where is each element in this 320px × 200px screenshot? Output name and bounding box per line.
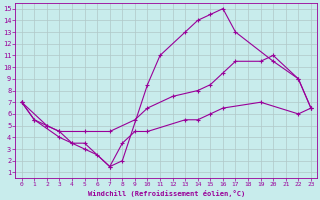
- X-axis label: Windchill (Refroidissement éolien,°C): Windchill (Refroidissement éolien,°C): [88, 190, 245, 197]
